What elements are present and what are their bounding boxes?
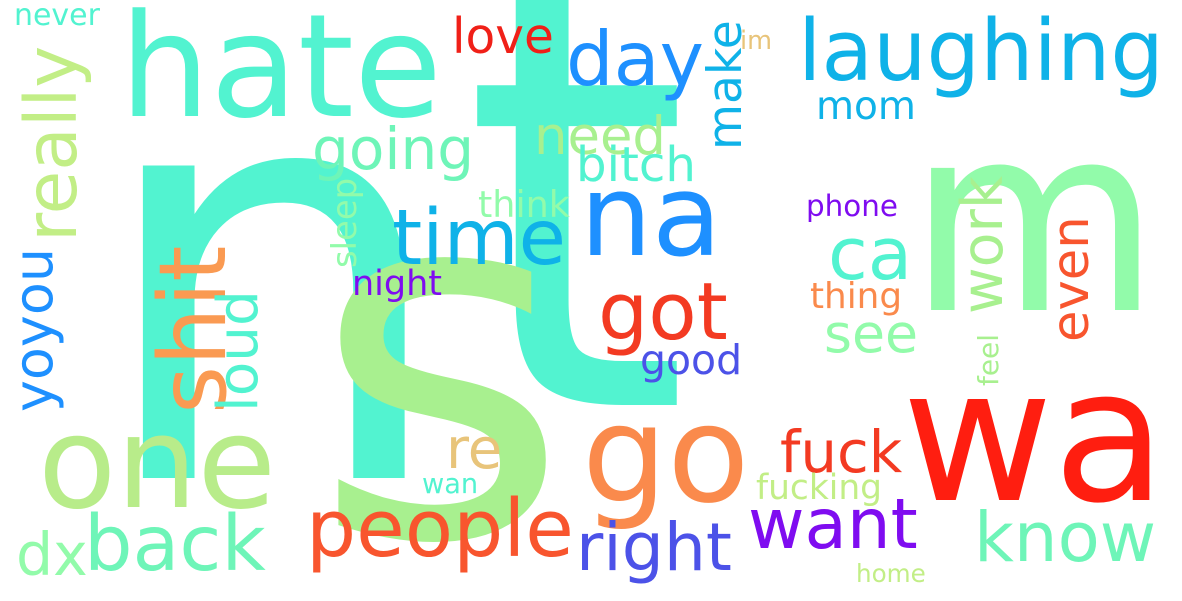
- word-going: going: [312, 115, 475, 183]
- word-good: good: [640, 335, 743, 384]
- word-one: one: [38, 389, 277, 538]
- word-s: s: [311, 75, 571, 601]
- word-mom: mom: [816, 83, 916, 129]
- word-wa: wa: [902, 328, 1167, 544]
- word-work: work: [949, 176, 1016, 314]
- word-go: go: [582, 376, 750, 533]
- word-feel: feel: [972, 334, 1005, 386]
- word-think: think: [478, 182, 570, 226]
- word-phone: phone: [806, 188, 898, 223]
- word-make: make: [697, 20, 753, 150]
- word-fuck: fuck: [780, 418, 903, 486]
- word-need: need: [534, 105, 666, 167]
- word-bitch: bitch: [576, 137, 696, 193]
- word-thing: thing: [810, 276, 903, 317]
- word-right: right: [576, 508, 732, 586]
- word-dx: dx: [16, 520, 88, 589]
- word-back: back: [84, 500, 266, 589]
- word-wan: wan: [422, 468, 479, 500]
- word-love: love: [452, 8, 554, 65]
- word-people: people: [306, 482, 574, 575]
- word-hate: hate: [119, 0, 443, 150]
- word-im: im: [740, 26, 773, 56]
- word-never: never: [14, 0, 100, 33]
- word-t: t: [461, 0, 691, 543]
- word-see: see: [824, 302, 919, 365]
- word-fucking: fucking: [756, 468, 882, 508]
- word-day: day: [566, 14, 704, 103]
- word-really: really: [9, 45, 93, 242]
- word-night: night: [352, 263, 443, 304]
- word-even: even: [1040, 216, 1101, 342]
- word-got: got: [598, 264, 728, 358]
- word-know: know: [974, 497, 1157, 578]
- word-yoyou: yoyou: [2, 247, 65, 412]
- word-time: time: [392, 193, 566, 283]
- word-n: n: [91, 0, 454, 601]
- word-loud: loud: [206, 290, 271, 412]
- word-re: re: [446, 417, 503, 482]
- word-laughing: laughing: [798, 2, 1164, 100]
- word-want: want: [748, 484, 918, 565]
- word-sleep: sleep: [325, 177, 364, 268]
- word-home: home: [856, 558, 926, 588]
- word-na: na: [580, 150, 722, 282]
- word-ca: ca: [828, 213, 913, 297]
- word-m: m: [907, 70, 1161, 372]
